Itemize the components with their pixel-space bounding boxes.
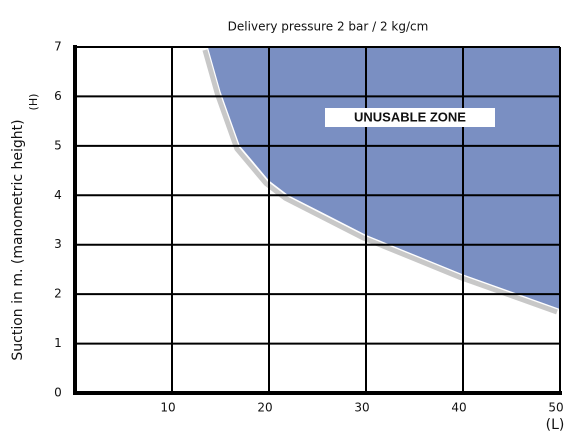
y-tick-label: 4 (54, 188, 62, 202)
x-tick-label: 40 (451, 401, 466, 415)
x-axis-label: (L) (546, 417, 565, 433)
x-tick-label: 10 (160, 401, 175, 415)
x-tick-label: 50 (548, 401, 563, 415)
chart-title: Delivery pressure 2 bar / 2 kg/cm (228, 20, 429, 34)
x-tick-label: 20 (257, 401, 272, 415)
x-tick-label: 30 (354, 401, 369, 415)
y-tick-label: 6 (54, 89, 62, 103)
y-tick-label: 3 (54, 237, 62, 251)
annotation: UNUSABLE ZONE (354, 109, 466, 124)
y-axis-symbol: (H) (27, 94, 40, 111)
y-axis-label: Suction in m. (manometric height) (10, 119, 26, 360)
y-tick-label: 2 (54, 287, 62, 301)
boundary-line (202, 49, 558, 315)
y-tick-label: 5 (54, 138, 62, 152)
annotation-box (325, 108, 495, 127)
y-tick-label: 7 (54, 40, 62, 54)
y-tick-label: 1 (54, 336, 62, 350)
y-tick-label: 0 (54, 386, 62, 400)
